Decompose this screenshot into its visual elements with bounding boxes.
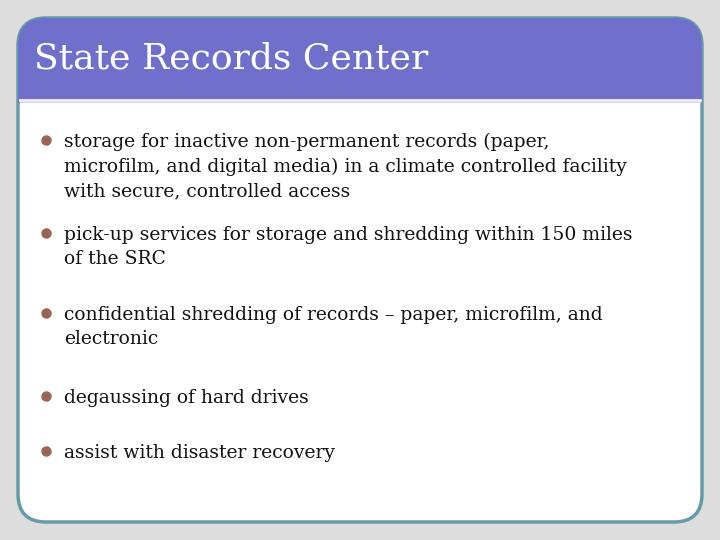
Text: pick-up services for storage and shredding within 150 miles
of the SRC: pick-up services for storage and shreddi… [64,226,632,268]
FancyBboxPatch shape [18,18,702,103]
Text: assist with disaster recovery: assist with disaster recovery [64,444,335,462]
Bar [18,75,702,103]
Text: State Records Center: State Records Center [34,42,428,76]
Text: confidential shredding of records – paper, microfilm, and
electronic: confidential shredding of records – pape… [64,306,603,348]
Text: degaussing of hard drives: degaussing of hard drives [64,389,309,407]
FancyBboxPatch shape [18,18,702,522]
Text: storage for inactive non-permanent records (paper,
microfilm, and digital media): storage for inactive non-permanent recor… [64,133,627,200]
